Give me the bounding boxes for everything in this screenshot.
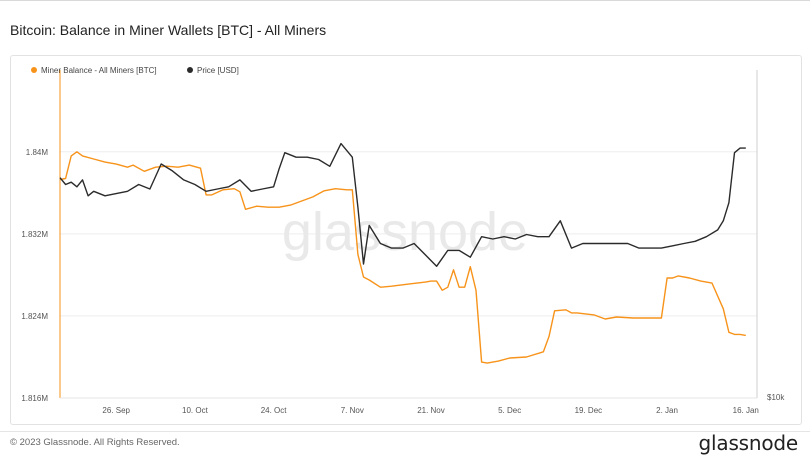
legend: Miner Balance - All Miners [BTC] Price [… <box>31 66 239 75</box>
series-line-price[interactable] <box>59 142 746 267</box>
legend-label-balance[interactable]: Miner Balance - All Miners [BTC] <box>41 66 157 75</box>
legend-label-price[interactable]: Price [USD] <box>197 66 239 75</box>
top-divider <box>0 0 810 1</box>
x-tick-label: 19. Dec <box>575 406 603 415</box>
grid-layer <box>60 151 757 399</box>
copyright-text: © 2023 Glassnode. All Rights Reserved. <box>10 437 180 448</box>
chart-panel <box>10 55 802 425</box>
footer-divider <box>0 431 810 432</box>
chart-title: Bitcoin: Balance in Miner Wallets [BTC] … <box>10 22 327 38</box>
x-tick-label: 26. Sep <box>102 406 130 415</box>
y-left-tick-label: 1.824M <box>21 312 48 321</box>
y-left-tick-label: 1.816M <box>21 394 48 403</box>
x-tick-label: 7. Nov <box>341 406 364 415</box>
brand-logo[interactable]: glassnode <box>698 431 799 455</box>
x-tick-label: 24. Oct <box>261 406 288 415</box>
axis-layer: 1.816M 1.824M 1.832M 1.84M $10k 26. Sep 10. Oc… <box>21 70 785 415</box>
y-right-tick-label: $10k <box>767 393 785 402</box>
watermark: glassnode <box>282 202 528 262</box>
x-tick-label: 10. Oct <box>182 406 209 415</box>
x-tick-label: 16. Jan <box>733 406 759 415</box>
legend-marker-price <box>187 67 193 73</box>
legend-marker-balance <box>31 67 37 73</box>
x-tick-label: 5. Dec <box>498 406 521 415</box>
y-left-tick-label: 1.84M <box>26 148 49 157</box>
series-line-miner-balance[interactable] <box>59 151 746 364</box>
series-layer <box>59 142 746 364</box>
x-tick-label: 2. Jan <box>656 406 678 415</box>
x-tick-label: 21. Nov <box>417 406 445 415</box>
y-left-tick-label: 1.832M <box>21 230 48 239</box>
